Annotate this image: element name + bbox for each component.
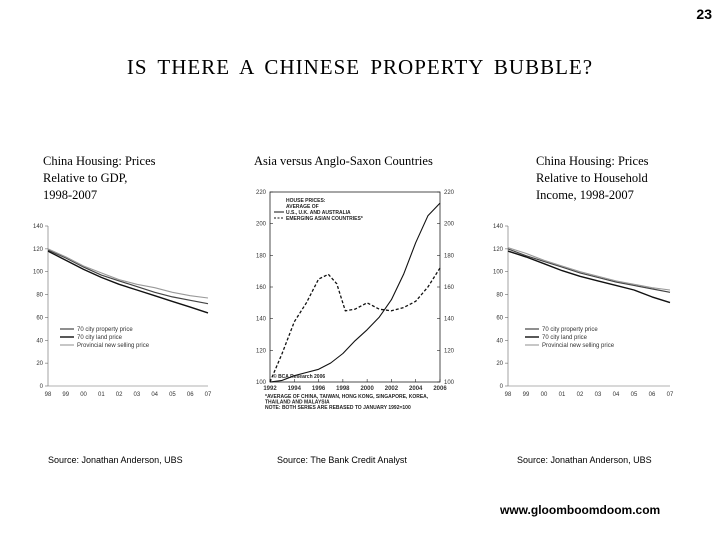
right-chart: 0 20 40 60 80 100 120 140 98 99 00 01 02 03 04 05 06 07 70… xyxy=(493,224,674,398)
middle-chart-y-tick-label: 120 xyxy=(256,348,267,354)
website-url: www.gloomboomdoom.com xyxy=(500,503,661,517)
right-chart-title-line: Income, 1998-2007 xyxy=(536,188,634,202)
right-chart-series-line-3 xyxy=(507,247,671,291)
middle-chart-y-tick-label: 180 xyxy=(256,253,267,259)
middle-chart-footnote: THAILAND AND MALAYSIA xyxy=(265,400,330,406)
right-chart-y-tick-label: 120 xyxy=(493,247,504,253)
middle-chart-y-tick-label-right: 180 xyxy=(444,253,455,259)
right-chart-y-tick-label: 60 xyxy=(496,315,503,321)
middle-chart-x-tick-label: 2000 xyxy=(360,386,374,392)
middle-chart-y-tick-label: 220 xyxy=(256,190,267,196)
page-title: IS THERE A CHINESE PROPERTY BUBBLE? xyxy=(126,55,594,79)
middle-chart-y-tick-label-right: 140 xyxy=(444,317,455,323)
right-chart-x-tick-label: 99 xyxy=(523,392,530,398)
middle-chart-x-tick-label: 1992 xyxy=(263,386,277,392)
right-chart-series-line-2 xyxy=(507,250,671,304)
middle-chart-legend-label: U.S., U.K. AND AUSTRALIA xyxy=(286,210,351,216)
middle-chart-y-tick-label: 140 xyxy=(256,317,267,323)
right-chart-x-tick-label: 00 xyxy=(541,392,548,398)
right-chart-y-tick-label: 20 xyxy=(496,361,503,367)
right-chart-x-tick-label: 06 xyxy=(649,392,656,398)
middle-chart-source: Source: The Bank Credit Analyst xyxy=(277,455,407,465)
right-chart-x-tick-label: 03 xyxy=(595,392,602,398)
middle-chart-series-line-1 xyxy=(269,202,441,383)
right-chart-legend-label: 70 city property price xyxy=(542,327,598,333)
middle-chart-title: Asia versus Anglo-Saxon Countries xyxy=(254,154,433,168)
right-chart-series-line-1 xyxy=(507,248,671,293)
right-chart-y-tick-label: 40 xyxy=(496,338,503,344)
right-chart-y-tick-label: 80 xyxy=(496,293,503,299)
left-chart-title-line: Relative to GDP, xyxy=(43,171,128,185)
middle-chart-y-tick-label: 200 xyxy=(256,222,267,228)
middle-chart-x-tick-label: 2004 xyxy=(409,386,423,392)
left-chart-y-tick-label: 100 xyxy=(33,270,44,276)
right-chart-y-tick-label: 0 xyxy=(500,384,504,390)
middle-chart-legend-label: EMERGING ASIAN COUNTRIES* xyxy=(286,216,363,222)
left-chart-x-tick-label: 07 xyxy=(205,392,212,398)
right-chart-x-tick-label: 05 xyxy=(631,392,638,398)
right-chart-title-line: China Housing: Prices xyxy=(536,154,649,168)
middle-chart-y-tick-label-right: 120 xyxy=(444,348,455,354)
left-chart-y-tick-label: 140 xyxy=(33,224,44,230)
left-chart-x-tick-label: 98 xyxy=(45,392,52,398)
left-chart-series-line-3 xyxy=(47,248,209,299)
middle-chart: 100 100 120 120 140 140 160 160 180 180 200 200 220 2… xyxy=(256,190,455,411)
left-chart-title-line: 1998-2007 xyxy=(43,188,98,202)
middle-chart-y-tick-label-right: 200 xyxy=(444,222,455,228)
middle-chart-copyright: © BCA Research 2006 xyxy=(273,373,325,380)
left-chart-x-tick-label: 06 xyxy=(187,392,194,398)
left-chart-y-tick-label: 0 xyxy=(40,384,44,390)
middle-chart-legend-heading: AVERAGE OF xyxy=(286,204,319,210)
left-chart-x-tick-label: 05 xyxy=(169,392,176,398)
left-chart-title: China Housing: Prices Relative to GDP, 1… xyxy=(43,153,156,204)
middle-chart-y-tick-label: 160 xyxy=(256,285,267,291)
middle-chart-x-tick-label: 1996 xyxy=(312,386,326,392)
right-chart-y-tick-label: 100 xyxy=(493,270,504,276)
left-chart-legend-label: Provincial new selling price xyxy=(77,343,150,349)
right-chart-y-tick-label: 140 xyxy=(493,224,504,230)
left-chart-y-tick-label: 60 xyxy=(36,315,43,321)
right-chart-x-tick-label: 02 xyxy=(577,392,584,398)
middle-chart-y-tick-label: 100 xyxy=(256,380,267,386)
right-chart-x-tick-label: 01 xyxy=(559,392,566,398)
right-chart-legend-label: 70 city land price xyxy=(542,335,588,341)
middle-chart-footnote: *AVERAGE OF CHINA, TAIWAN, HONG KONG, SI… xyxy=(265,394,429,400)
left-chart-y-tick-label: 80 xyxy=(36,293,43,299)
middle-chart-y-tick-label-right: 100 xyxy=(444,380,455,386)
page-number: 23 xyxy=(696,6,712,22)
middle-chart-series-line-2 xyxy=(269,267,441,383)
left-chart-x-tick-label: 04 xyxy=(151,392,158,398)
left-chart-legend-label: 70 city property price xyxy=(77,327,133,333)
middle-chart-legend-heading: HOUSE PRICES: xyxy=(286,198,326,204)
left-chart-y-tick-label: 20 xyxy=(36,361,43,367)
middle-chart-footnote: NOTE: BOTH SERIES ARE REBASED TO JANUARY… xyxy=(265,405,411,411)
right-chart-x-tick-label: 98 xyxy=(505,392,512,398)
left-chart-y-tick-label: 40 xyxy=(36,338,43,344)
right-chart-x-tick-label: 04 xyxy=(613,392,620,398)
middle-chart-x-tick-label: 2002 xyxy=(385,386,399,392)
left-chart-series-line-1 xyxy=(47,249,209,305)
left-chart: 0 20 40 60 80 100 120 140 98 99 00 01 02 03 04 05 06 07 70… xyxy=(33,224,212,398)
right-chart-title-line: Relative to Household xyxy=(536,171,648,185)
left-chart-source: Source: Jonathan Anderson, UBS xyxy=(48,455,183,465)
right-chart-source: Source: Jonathan Anderson, UBS xyxy=(517,455,652,465)
middle-chart-x-tick-label: 1998 xyxy=(336,386,350,392)
middle-chart-x-tick-label: 1994 xyxy=(288,386,302,392)
middle-chart-x-tick-label: 2006 xyxy=(433,386,447,392)
right-chart-title: China Housing: Prices Relative to Househ… xyxy=(536,153,649,204)
left-chart-x-tick-label: 02 xyxy=(116,392,123,398)
left-chart-y-tick-label: 120 xyxy=(33,247,44,253)
left-chart-legend-label: 70 city land price xyxy=(77,335,123,341)
left-chart-x-tick-label: 00 xyxy=(80,392,87,398)
left-chart-x-tick-label: 99 xyxy=(62,392,69,398)
middle-chart-y-tick-label-right: 160 xyxy=(444,285,455,291)
left-chart-x-tick-label: 03 xyxy=(134,392,141,398)
right-chart-legend-label: Provincial new selling price xyxy=(542,343,615,349)
middle-chart-y-tick-label-right: 220 xyxy=(444,190,455,196)
left-chart-title-line: China Housing: Prices xyxy=(43,154,156,168)
left-chart-series-line-2 xyxy=(47,250,209,314)
left-chart-x-tick-label: 01 xyxy=(98,392,105,398)
right-chart-x-tick-label: 07 xyxy=(667,392,674,398)
